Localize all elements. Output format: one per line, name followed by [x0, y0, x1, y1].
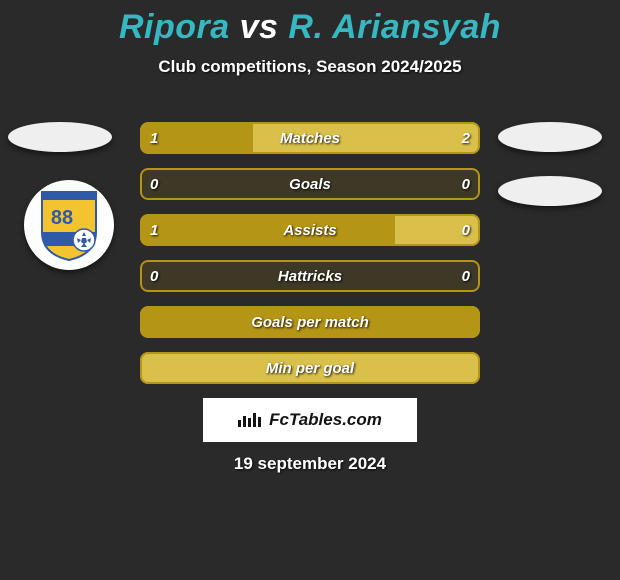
stat-label: Matches	[140, 122, 480, 154]
date-label: 19 september 2024	[0, 454, 620, 474]
vs-text: vs	[240, 8, 279, 46]
stat-row: 00Goals	[140, 168, 480, 200]
attribution-text: FcTables.com	[269, 410, 382, 430]
stat-row: Goals per match	[140, 306, 480, 338]
stat-label: Assists	[140, 214, 480, 246]
player2-club-placeholder	[498, 176, 602, 206]
player2-name: R. Ariansyah	[288, 8, 501, 46]
stat-row: Min per goal	[140, 352, 480, 384]
player2-avatar-placeholder	[498, 122, 602, 152]
stat-label: Goals	[140, 168, 480, 200]
player1-name: Ripora	[119, 8, 230, 46]
club-badge-svg: 88	[32, 188, 106, 262]
comparison-title: Ripora vs R. Ariansyah	[0, 0, 620, 47]
player1-club-badge: 88	[24, 180, 114, 270]
stat-row: 12Matches	[140, 122, 480, 154]
stat-label: Goals per match	[140, 306, 480, 338]
attribution-badge[interactable]: FcTables.com	[203, 398, 417, 442]
stat-row: 10Assists	[140, 214, 480, 246]
player1-avatar-placeholder	[8, 122, 112, 152]
stat-row: 00Hattricks	[140, 260, 480, 292]
stats-table: 12Matches 00Goals 10Assists 00Hattricks Goal…	[140, 122, 480, 398]
stat-label: Hattricks	[140, 260, 480, 292]
attribution-logo-icon	[238, 413, 261, 427]
stat-label: Min per goal	[140, 352, 480, 384]
svg-text:88: 88	[51, 207, 73, 229]
subtitle: Club competitions, Season 2024/2025	[0, 57, 620, 77]
